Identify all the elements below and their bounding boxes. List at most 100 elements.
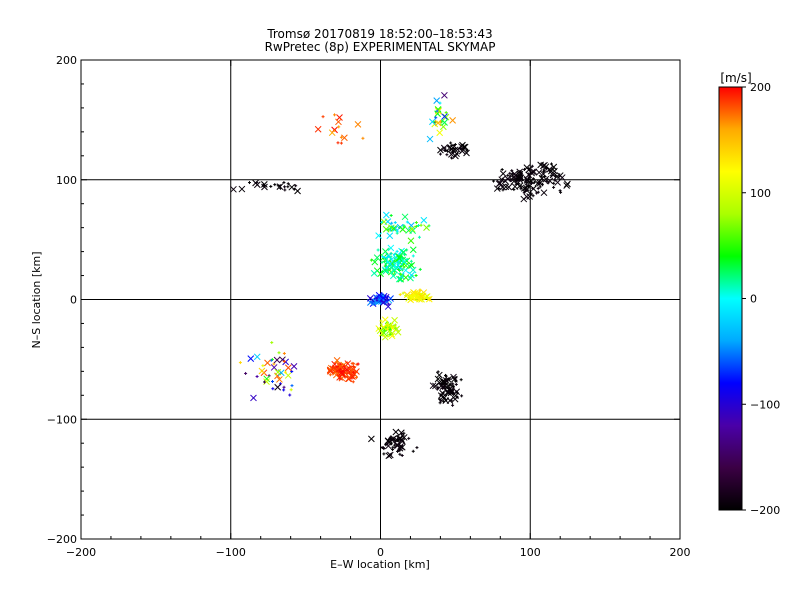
data-point-cross: [435, 371, 443, 379]
data-point-plus: [445, 153, 449, 157]
chart-title: Tromsø 20170819 18:52:00–18:53:43: [266, 27, 492, 41]
data-point-plus: [436, 385, 440, 389]
data-point-plus: [385, 260, 389, 264]
data-point-plus: [396, 261, 400, 265]
data-point-plus: [336, 367, 340, 371]
data-point-plus: [328, 373, 332, 377]
data-point-plus: [393, 221, 397, 225]
data-point-cross: [389, 272, 397, 280]
data-point-plus: [351, 380, 355, 384]
data-point-plus: [385, 295, 389, 299]
data-point-plus: [388, 327, 392, 331]
data-point-cross: [402, 266, 410, 274]
data-point-plus: [385, 442, 389, 446]
colorbar-tick-label: −200: [750, 504, 780, 517]
data-point-cross: [394, 328, 402, 336]
data-point-cross: [442, 377, 450, 384]
data-point-plus: [438, 152, 442, 156]
data-point-cross: [441, 113, 448, 120]
data-point-plus: [373, 301, 377, 305]
data-point-cross: [526, 193, 533, 200]
data-point-cross: [540, 189, 548, 197]
data-point-plus: [386, 302, 390, 306]
data-point-plus: [438, 401, 442, 405]
data-point-plus: [382, 260, 386, 264]
data-point-cross: [333, 356, 341, 364]
data-point-plus: [530, 164, 534, 168]
data-point-cross: [270, 364, 278, 371]
data-point-plus: [445, 379, 449, 383]
data-point-plus: [512, 188, 516, 192]
data-point-cross: [391, 266, 399, 274]
data-point-cross: [258, 367, 266, 375]
data-point-cross: [510, 177, 518, 185]
data-point-cross: [451, 395, 459, 403]
data-point-cross: [529, 168, 536, 176]
colorbar-tick-label: 100: [750, 187, 771, 200]
y-tick-label: −200: [47, 533, 77, 546]
data-point-plus: [387, 325, 391, 329]
data-point-plus: [382, 452, 386, 456]
axis-ticks: −200 −100 0 100 200 −200 −100 0 100 200: [47, 54, 691, 559]
data-point-plus: [386, 298, 390, 302]
data-point-cross: [276, 376, 283, 383]
data-point-cross: [263, 378, 270, 385]
data-point-cross: [546, 177, 554, 185]
data-point-plus: [289, 388, 293, 392]
data-point-plus: [352, 362, 356, 366]
data-point-plus: [335, 360, 339, 364]
data-point-plus: [351, 370, 355, 374]
data-point-plus: [270, 341, 274, 345]
data-point-cross: [444, 376, 452, 383]
data-point-cross: [273, 356, 281, 364]
data-point-cross: [385, 452, 393, 460]
data-point-plus: [288, 393, 292, 397]
data-point-cross: [354, 120, 362, 128]
data-point-cross: [294, 187, 301, 195]
data-point-plus: [552, 185, 556, 189]
data-point-plus: [286, 182, 290, 186]
data-point-plus: [531, 186, 535, 190]
data-point-cross: [395, 255, 403, 262]
data-point-cross: [328, 129, 336, 137]
data-point-plus: [514, 180, 518, 184]
data-point-cross: [276, 183, 284, 190]
data-point-plus: [286, 185, 290, 189]
data-point-plus: [339, 141, 343, 145]
data-point-cross: [264, 359, 271, 367]
data-point-cross: [250, 394, 257, 402]
x-axis-label: E–W location [km]: [330, 558, 430, 571]
data-point-plus: [247, 181, 251, 185]
data-point-plus: [238, 361, 242, 365]
colorbar-ticks: 200 100 0 −100 −200: [742, 81, 780, 517]
data-point-cross: [442, 397, 450, 404]
data-point-plus: [465, 149, 469, 153]
data-point-cross: [563, 182, 571, 189]
data-point-plus: [389, 226, 393, 230]
data-point-cross: [327, 368, 334, 375]
data-point-plus: [525, 188, 529, 192]
data-point-plus: [508, 171, 512, 175]
data-point-cross: [387, 264, 395, 271]
data-point-plus: [411, 254, 415, 258]
data-point-plus: [393, 443, 397, 447]
data-point-plus: [435, 109, 439, 113]
data-point-cross: [542, 163, 550, 171]
data-point-cross: [400, 248, 408, 256]
data-point-plus: [536, 186, 540, 190]
y-tick-label: −100: [47, 413, 77, 426]
data-point-cross: [441, 91, 448, 99]
data-point-plus: [389, 255, 393, 259]
data-point-cross: [338, 370, 346, 378]
data-point-plus: [454, 379, 458, 383]
data-point-cross: [447, 386, 455, 394]
data-point-cross: [391, 316, 398, 324]
x-tick-label: 100: [520, 546, 541, 559]
data-point-cross: [441, 119, 448, 126]
y-tick-label: 200: [56, 54, 77, 67]
data-point-plus: [282, 351, 286, 355]
data-point-cross: [434, 119, 442, 127]
data-point-plus: [388, 332, 392, 336]
data-point-plus: [283, 188, 287, 192]
